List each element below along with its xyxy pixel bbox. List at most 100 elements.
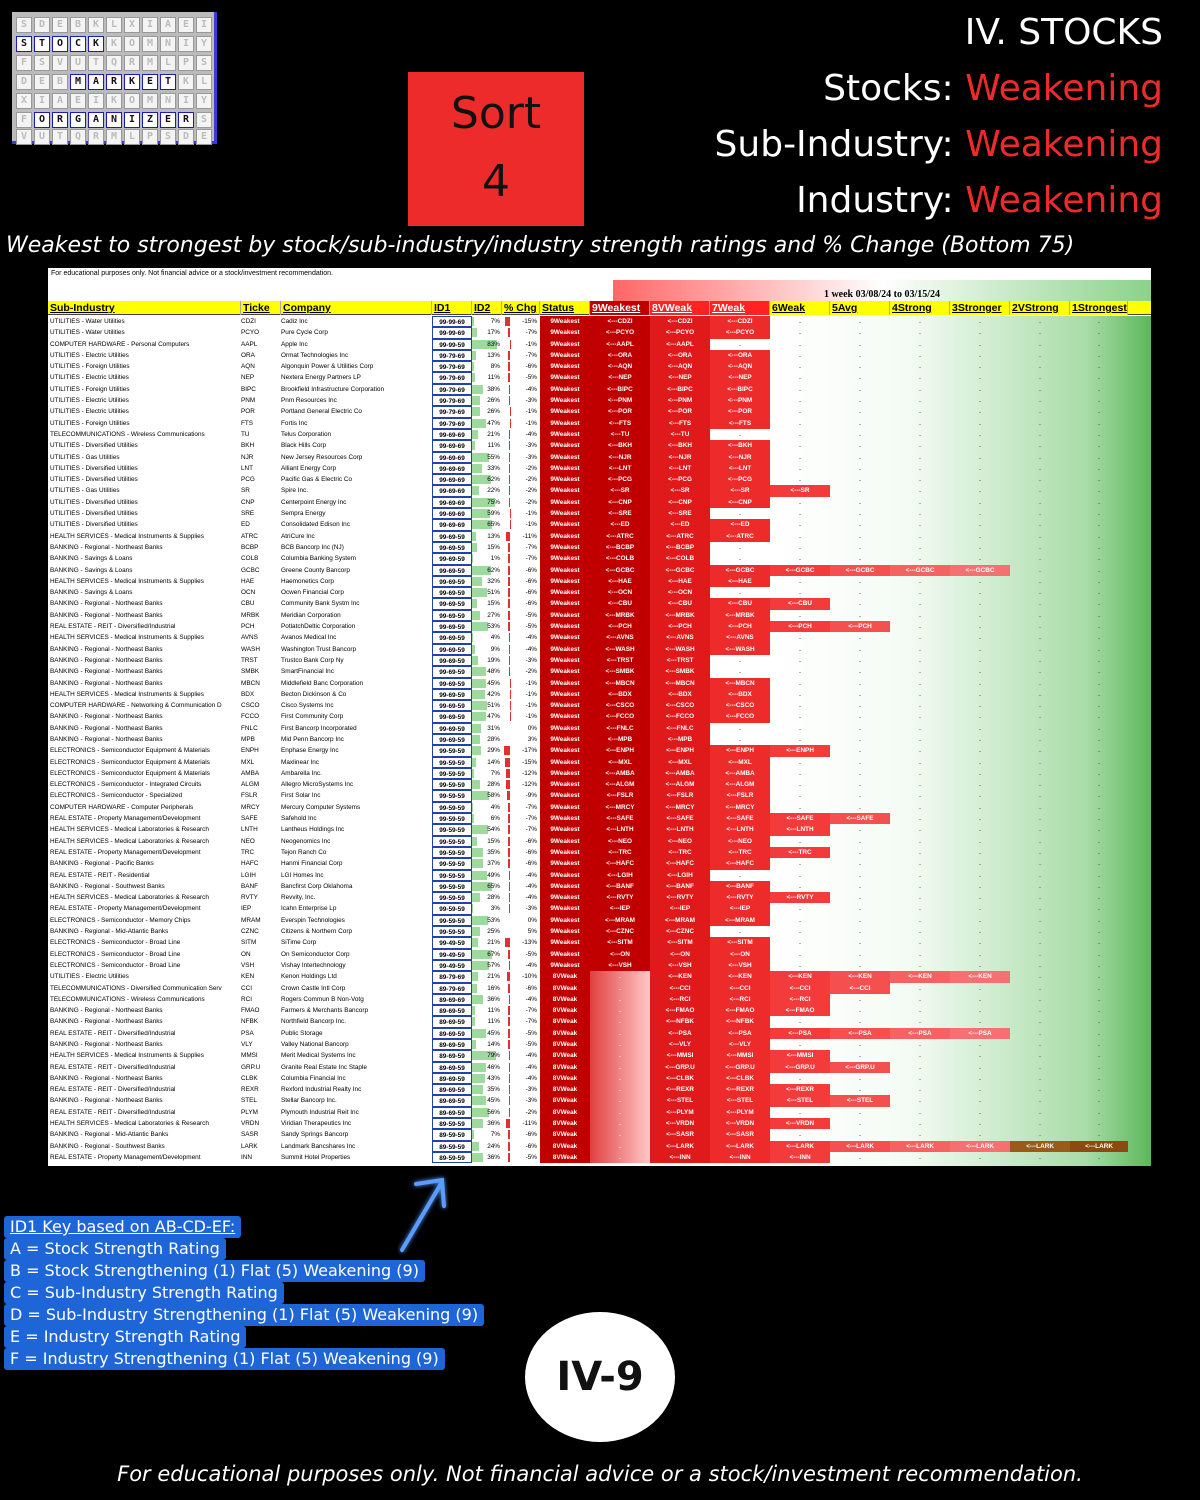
id2-value: 58% [487, 792, 500, 800]
week-rating-cell: . [859, 385, 861, 393]
id2-cell: 35% [472, 847, 502, 858]
column-header[interactable]: Company [281, 301, 432, 315]
logo-cell: L [196, 74, 212, 90]
week-rating-cell: . [979, 589, 981, 597]
week-rating-cell: . [979, 826, 981, 834]
sub-industry-cell: REAL ESTATE - REIT - Diversified/Industr… [50, 1108, 176, 1116]
stocks-label: Stocks: [823, 68, 966, 109]
pct-change-bar [505, 780, 510, 790]
week-rating-cell: <---HAE [590, 575, 650, 588]
id2-bar [472, 983, 477, 993]
ticker-cell: STEL [241, 1097, 257, 1105]
week-rating-cell: . [919, 645, 921, 653]
column-header[interactable]: Ticke [241, 301, 281, 315]
week-rating-cell: . [799, 589, 801, 597]
week-rating-cell: . [859, 758, 861, 766]
week-rating-cell: <---ON [650, 948, 710, 960]
column-header[interactable]: ID2 [472, 301, 502, 315]
id2-cell: 11% [472, 1005, 502, 1016]
pct-change-value: -4% [525, 871, 537, 879]
week-rating-cell: . [919, 724, 921, 732]
pct-change-cell: -17% [502, 745, 540, 756]
week-rating-cell: . [919, 1063, 921, 1071]
week-rating-cell: . [1039, 419, 1041, 427]
table-row: REAL ESTATE - Property Management/Develo… [48, 813, 1151, 825]
week-rating-cell: . [799, 1108, 801, 1116]
week-rating-cell: . [710, 722, 770, 734]
week-rating-cell: . [919, 950, 921, 958]
week-rating-cell: <---SITM [710, 937, 770, 949]
week-rating-cell: . [590, 1039, 650, 1051]
id2-cell: 48% [472, 666, 502, 677]
column-header[interactable]: 6Weak [770, 301, 830, 315]
id1-cell: 99-69-59 [432, 722, 472, 734]
logo-cell: E [142, 74, 158, 90]
id2-bar [472, 757, 477, 767]
week-rating-cell: <---BIPC [710, 383, 770, 396]
logo-cell: S [196, 112, 212, 128]
week-rating-cell: <---PCH [710, 621, 770, 633]
id1-cell: 99-69-69 [432, 519, 472, 531]
column-header[interactable]: 9Weakest [590, 301, 650, 315]
week-rating-cell: . [1098, 623, 1100, 631]
week-rating-cell: . [1039, 1041, 1041, 1048]
sort-badge: Sort 4 [408, 72, 584, 226]
column-header[interactable]: 7Weak [710, 301, 770, 315]
column-header[interactable]: ID1 [432, 301, 472, 315]
week-rating-cell: <---FCCO [650, 711, 710, 723]
id2-cell: 22% [472, 485, 502, 496]
id1-cell: 99-59-59 [432, 801, 472, 814]
week-rating-cell: <---LARK [890, 1140, 950, 1152]
id1-cell: 99-69-59 [432, 643, 472, 655]
column-header[interactable]: 3Stronger [950, 301, 1010, 315]
id2-bar [472, 576, 482, 586]
id2-value: 21% [487, 973, 500, 981]
pct-change-cell: -6% [502, 361, 540, 372]
pct-change-bar [507, 836, 510, 846]
column-header[interactable]: 4Strong [890, 301, 950, 315]
id2-bar [472, 949, 493, 959]
id2-cell: 26% [472, 406, 502, 417]
company-cell: Cisco Systems Inc [281, 702, 334, 710]
logo-cell: O [124, 36, 140, 52]
company-cell: First Community Corp [281, 713, 344, 721]
id2-cell: 75% [472, 497, 502, 508]
column-header[interactable]: 2VStrong [1010, 301, 1070, 315]
week-rating-cell: <---POR [590, 406, 650, 418]
ticker-cell: PNM [241, 397, 256, 405]
status-cell: 9Weakest [540, 587, 590, 599]
week-rating-cell: <---KEN [770, 971, 830, 983]
table-row: UTILITIES - Gas Utilities NJR New Jersey R… [48, 451, 1151, 463]
id2-value: 7% [490, 318, 500, 325]
company-cell: Viridian Therapeutics Inc [281, 1120, 352, 1128]
column-header[interactable]: Status [540, 301, 590, 315]
week-rating-cell: <---NJR [710, 451, 770, 463]
id2-bar [472, 1130, 475, 1140]
company-cell: Plymouth Industrial Reit Inc [281, 1108, 359, 1116]
week-rating-cell: . [979, 430, 981, 438]
pct-change-value: -7% [525, 815, 537, 823]
column-header[interactable]: % Chg [502, 301, 540, 315]
id2-bar [472, 847, 483, 857]
column-header[interactable]: 5Avg [830, 301, 890, 315]
week-rating-cell: . [799, 905, 801, 913]
table-row: BANKING - Regional - Northeast Banks FNLC… [48, 722, 1151, 734]
week-rating-cell: . [979, 781, 981, 789]
pct-change-bar [508, 384, 510, 394]
company-cell: Kenon Holdings Ltd [281, 973, 337, 981]
week-rating-cell: . [979, 1120, 981, 1128]
ticker-cell: LGIH [241, 871, 256, 879]
column-header[interactable]: 1Strongest [1070, 301, 1128, 315]
week-rating-cell: . [1039, 1153, 1041, 1161]
week-rating-cell: . [859, 1108, 861, 1116]
pct-change-value: -4% [525, 1074, 537, 1082]
table-row: REAL ESTATE - REIT - Diversified/Industr… [48, 621, 1151, 633]
column-header[interactable]: Sub-Industry [48, 301, 241, 315]
column-header[interactable]: 8VWeak [650, 301, 710, 315]
week-rating-cell: . [919, 747, 921, 755]
week-rating-cell: . [979, 1097, 981, 1105]
pct-change-value: -5% [525, 623, 537, 631]
week-rating-cell: . [979, 408, 981, 416]
week-rating-cell: <---NEO [590, 835, 650, 847]
pct-change-value: -2% [525, 476, 537, 484]
